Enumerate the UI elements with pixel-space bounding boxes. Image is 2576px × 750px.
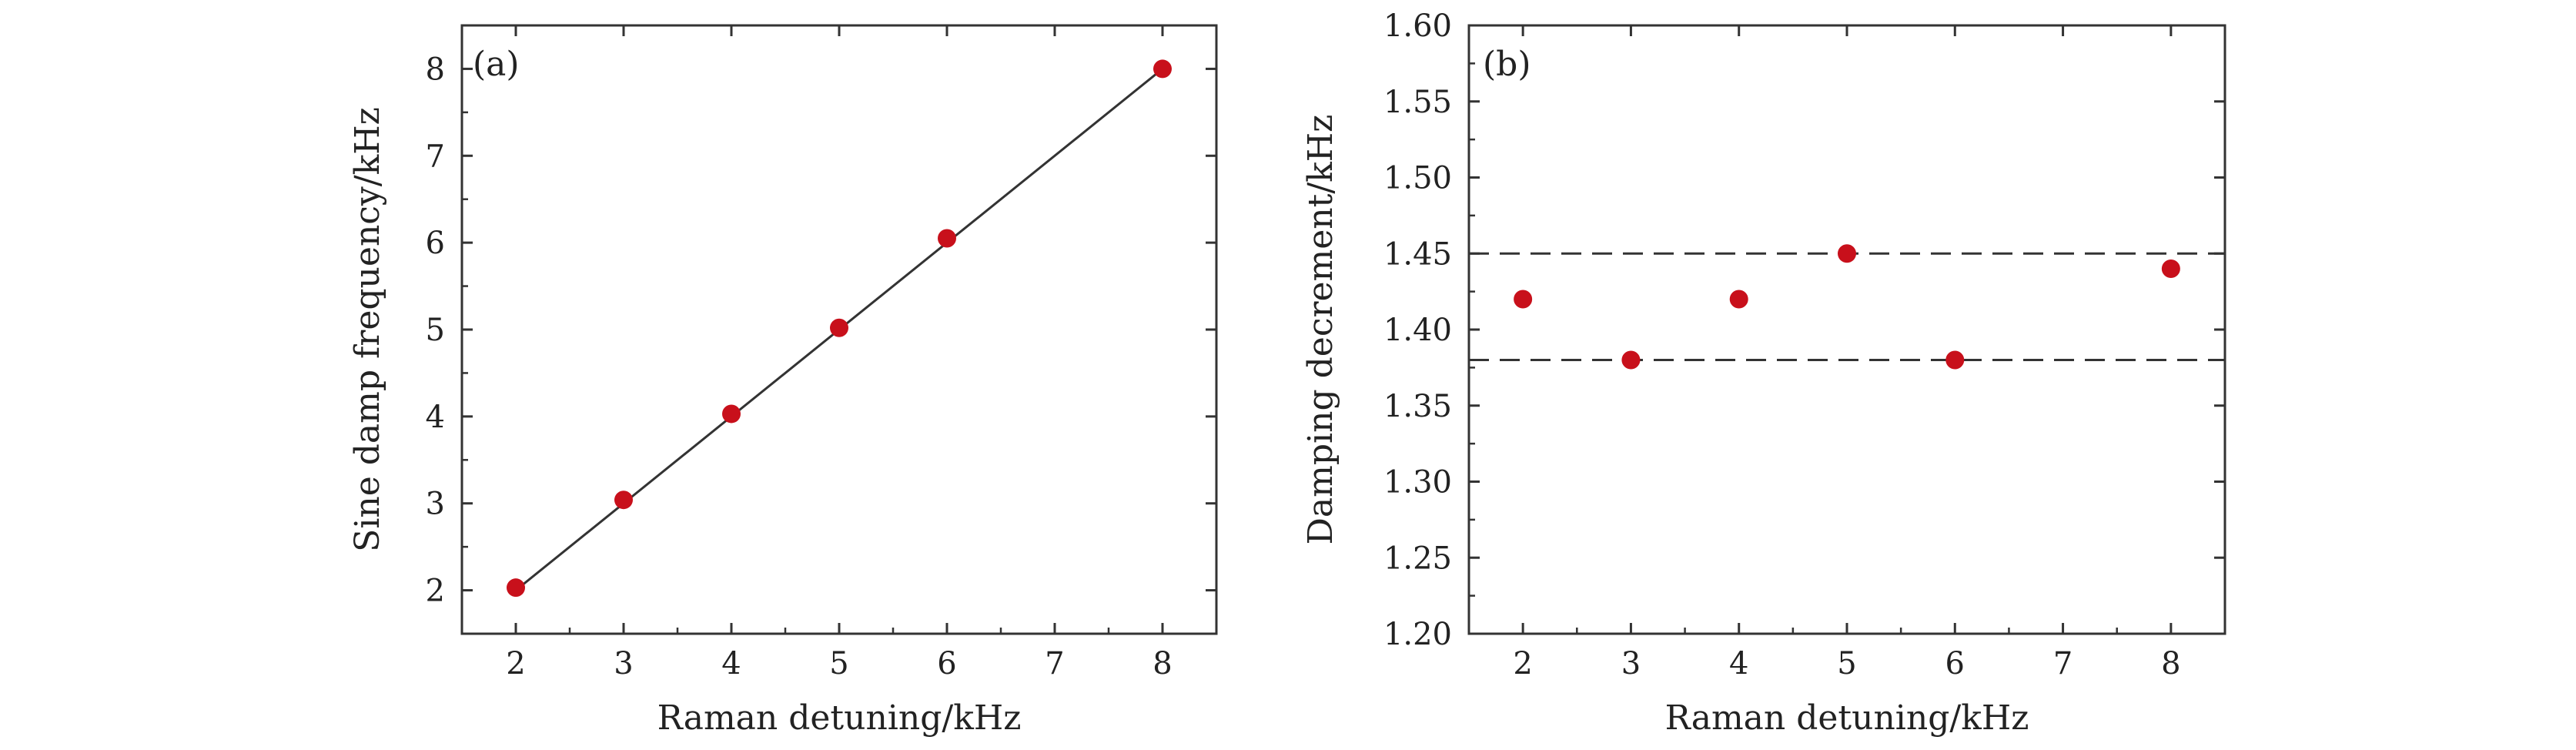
panel-b-x-axis-title: Raman detuning/kHz	[1665, 698, 2029, 738]
panel-a-x-tick-label: 7	[1045, 646, 1064, 681]
panel-b-y-tick-label: 1.55	[1383, 85, 1452, 120]
panel-b-y-tick-label: 1.50	[1383, 161, 1452, 196]
panel-a-data-point	[830, 318, 848, 337]
panel-a-y-axis-title: Sine damp frequency/kHz	[348, 107, 387, 552]
panel-a-x-tick-label: 6	[937, 646, 956, 681]
panel-b-y-tick-label: 1.40	[1383, 313, 1452, 348]
panel-b-x-tick-label: 3	[1621, 646, 1641, 681]
panel-a-x-tick-label: 8	[1153, 646, 1172, 681]
panel-a-y-tick-label: 2	[426, 574, 445, 609]
panel-b-y-ticks: 1.20 1.25 1.30 1.35 1.40 1.45 1.50 1.55 1.60	[1383, 8, 2225, 652]
panel-a-x-tick-label: 5	[829, 646, 848, 681]
panel-a-data-point	[507, 578, 525, 598]
panel-b-data-point	[2161, 259, 2180, 278]
panel-b-x-tick-label: 2	[1513, 646, 1532, 681]
panel-a-label: (a)	[473, 45, 520, 84]
panel-b: 2 3 4 5 6 7 8 1.20 1.25 1.30 1.35 1.40 1.45 1.50 1.55…	[1301, 8, 2226, 738]
panel-a-x-tick-label: 4	[721, 646, 741, 681]
panel-b-y-tick-label: 1.35	[1383, 389, 1452, 424]
panel-a-y-ticks: 2 3 4 5 6 7 8	[426, 52, 1216, 609]
panel-a-data-point	[614, 491, 633, 510]
panel-a-y-tick-label: 8	[426, 52, 445, 87]
panel-b-data-point	[1729, 290, 1748, 309]
panel-a-x-tick-label: 3	[614, 646, 633, 681]
panel-a-data-point	[1153, 59, 1172, 79]
panel-a-x-axis-title: Raman detuning/kHz	[657, 698, 1022, 738]
panel-b-x-tick-label: 5	[1837, 646, 1856, 681]
panel-a-y-tick-label: 3	[426, 487, 445, 522]
panel-a-y-tick-label: 5	[426, 313, 445, 348]
panel-b-data-point	[1621, 350, 1641, 370]
panel-b-data-point	[1945, 350, 1965, 370]
panel-a-data-point	[938, 229, 956, 248]
panel-b-y-axis-title: Damping decrement/kHz	[1301, 115, 1340, 545]
panel-b-y-tick-label: 1.25	[1383, 541, 1452, 576]
panel-b-data-point	[1514, 290, 1533, 309]
panel-b-x-tick-label: 7	[2053, 646, 2073, 681]
panel-a: 2 3 4 5 6 7 8 2 3 4 5 6 7 8 (a) Raman detuning/kHz S…	[348, 24, 1218, 738]
panel-b-plot-frame	[1467, 24, 2226, 635]
panel-b-lines	[1469, 252, 2225, 361]
panel-b-y-tick-label: 1.30	[1383, 465, 1452, 501]
panel-a-points	[507, 59, 1172, 598]
panel-a-y-tick-label: 4	[426, 400, 445, 435]
panel-a-data-point	[722, 404, 741, 424]
panel-b-x-tick-label: 4	[1729, 646, 1748, 681]
panel-b-y-tick-label: 1.45	[1383, 236, 1452, 272]
panel-b-y-tick-label: 1.60	[1383, 8, 1452, 44]
panel-b-y-tick-label: 1.20	[1383, 617, 1452, 652]
panel-b-data-point	[1838, 244, 1856, 263]
panel-b-label: (b)	[1483, 45, 1531, 84]
panel-a-y-tick-label: 6	[426, 226, 445, 261]
panel-a-x-tick-label: 2	[506, 646, 525, 681]
panel-a-y-tick-label: 7	[426, 139, 445, 174]
panel-b-x-tick-label: 8	[2161, 646, 2180, 681]
panel-b-points	[1514, 244, 2180, 370]
panel-b-x-ticks: 2 3 4 5 6 7 8	[1513, 25, 2181, 681]
panel-a-x-ticks: 2 3 4 5 6 7 8	[506, 25, 1173, 681]
panel-b-x-tick-label: 6	[1945, 646, 1965, 681]
